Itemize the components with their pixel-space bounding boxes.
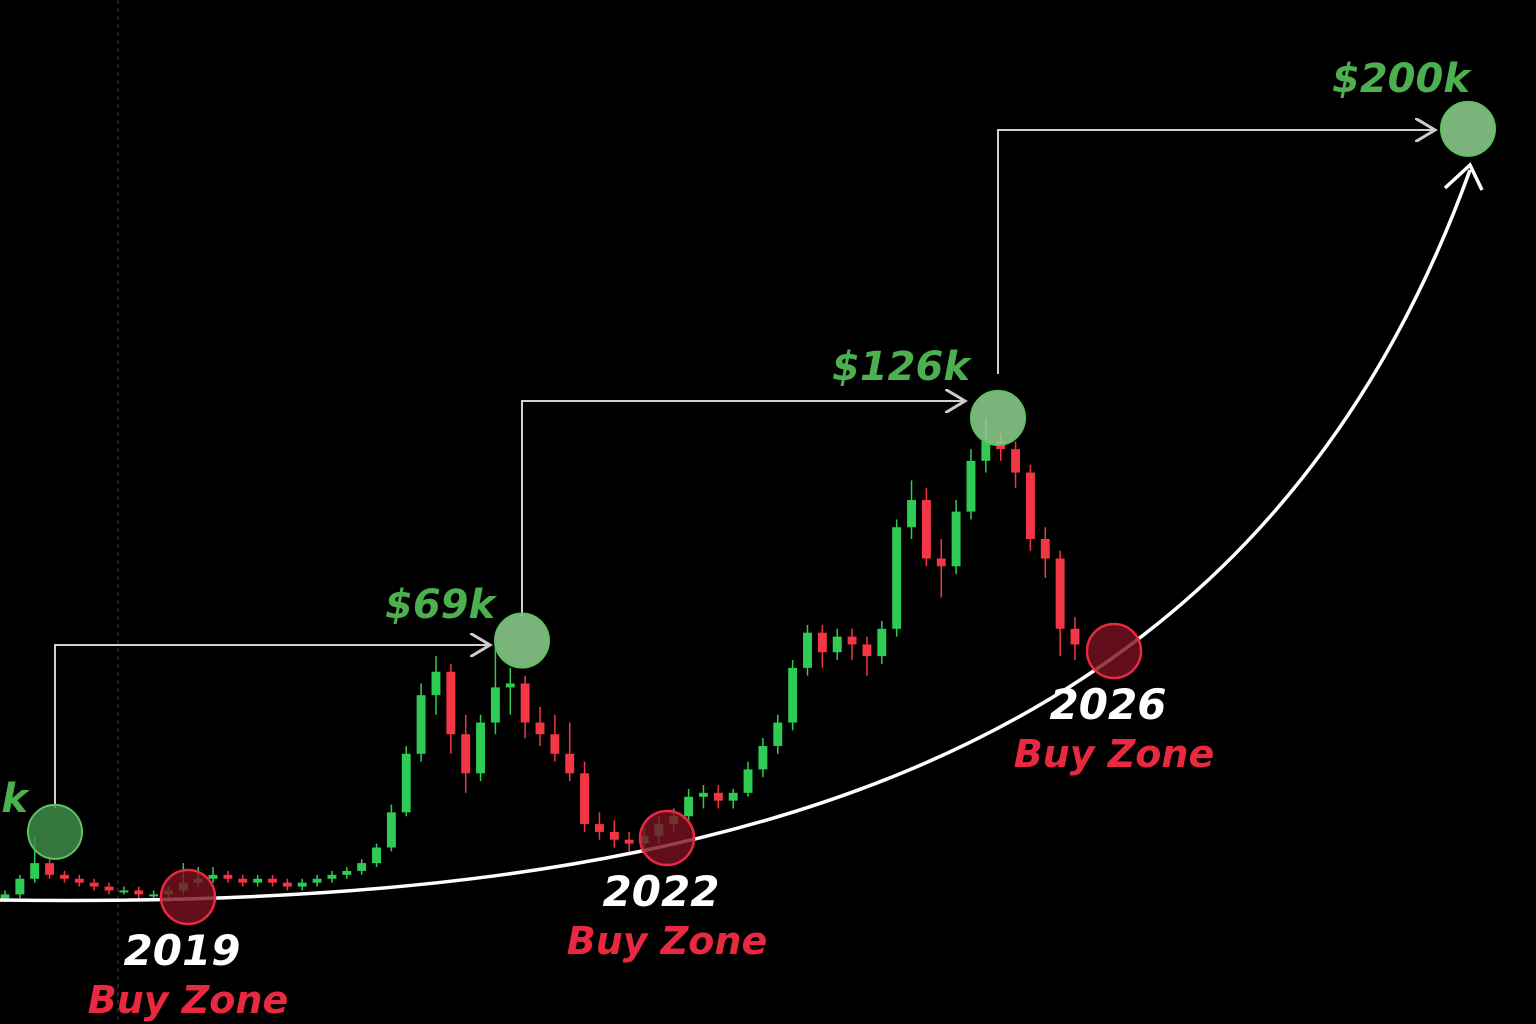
candle-body: [312, 878, 322, 883]
peak-label: $20k: [0, 776, 30, 822]
candle-body: [45, 863, 55, 875]
candle-body: [1025, 472, 1035, 539]
candle-body: [743, 769, 753, 793]
candle-body: [431, 671, 441, 696]
candle-body: [490, 687, 500, 723]
candle-body: [773, 722, 783, 746]
candle-body: [461, 734, 471, 774]
peak-circle: [1440, 100, 1496, 157]
buy-zone-circle: [159, 868, 217, 926]
candle-body: [59, 874, 69, 879]
candle-body: [565, 753, 575, 774]
buy-zone-circle: [1085, 622, 1143, 680]
candle-body: [357, 863, 367, 871]
peak-circle: [27, 803, 83, 860]
buy-zone-year: 2019: [124, 926, 241, 975]
candle-body: [803, 632, 812, 668]
candle-body: [297, 882, 307, 887]
buy-zone-label: Buy Zone: [1014, 732, 1215, 776]
candle-body: [1070, 628, 1080, 645]
candle-body: [609, 831, 619, 840]
candle-body: [134, 890, 144, 895]
candle-body: [699, 792, 708, 797]
curve-arrowhead: [1443, 162, 1484, 191]
peak-label: $200k: [1332, 56, 1472, 102]
arrow: [54, 645, 490, 808]
buy-zone-year: 2026: [1050, 680, 1167, 729]
candle-body: [624, 839, 634, 844]
candle-body: [372, 847, 381, 864]
arrow: [521, 401, 965, 616]
candle-body: [1040, 538, 1050, 559]
candle-body: [1055, 558, 1065, 629]
candle-body: [862, 644, 872, 657]
candle-body: [476, 722, 486, 774]
candle-body: [253, 878, 263, 883]
candle-body: [728, 792, 738, 801]
buy-zone-label: Buy Zone: [88, 978, 289, 1022]
candle-body: [951, 511, 961, 567]
candle-body: [386, 812, 396, 848]
candle-body: [0, 894, 10, 899]
candle-body: [788, 667, 798, 723]
candle-body: [268, 878, 277, 883]
candle-body: [580, 773, 590, 825]
candles: [0, 417, 1080, 903]
candle-body: [238, 878, 248, 883]
candle-body: [446, 671, 456, 735]
candle-body: [847, 636, 857, 645]
candle-body: [208, 874, 218, 879]
peak-label: $69k: [385, 582, 497, 628]
candle-body: [119, 890, 129, 893]
candle-body: [877, 628, 887, 657]
candle-body: [892, 527, 902, 629]
buy-zone-label: Buy Zone: [567, 919, 768, 963]
candle-body: [416, 695, 426, 754]
candle-body: [89, 882, 99, 887]
candle-body: [149, 894, 159, 897]
candle-body: [327, 874, 337, 879]
candle-body: [104, 886, 114, 891]
candle-body: [966, 460, 976, 512]
candle-body: [520, 683, 530, 723]
candle-body: [223, 874, 233, 879]
peak-circle: [494, 612, 550, 669]
candle-body: [401, 753, 411, 813]
candle-body: [342, 870, 352, 875]
candle-body: [907, 499, 916, 528]
candle-body: [713, 792, 723, 801]
buy-zone-circle: [638, 809, 696, 867]
candle-body: [74, 878, 84, 883]
candle-body: [684, 796, 694, 817]
candle-body: [936, 558, 946, 567]
arrows: [54, 130, 1435, 808]
candle-body: [550, 734, 560, 754]
candle-body: [758, 745, 768, 770]
candle-body: [832, 636, 842, 653]
candle-body: [282, 882, 292, 887]
candle-body: [535, 722, 545, 735]
candle-body: [817, 632, 827, 653]
growth-curve: [0, 169, 1472, 903]
candle-body: [30, 863, 40, 879]
peak-label: $126k: [832, 344, 972, 390]
arrow: [997, 130, 1435, 374]
candle-body: [1011, 449, 1021, 473]
peak-circle: [970, 389, 1026, 446]
candle-body: [921, 499, 931, 559]
candle-body: [594, 824, 604, 832]
candle-body: [505, 683, 515, 688]
buy-zone-year: 2022: [603, 867, 720, 916]
candle-body: [15, 878, 25, 895]
candle-body: [981, 441, 991, 461]
